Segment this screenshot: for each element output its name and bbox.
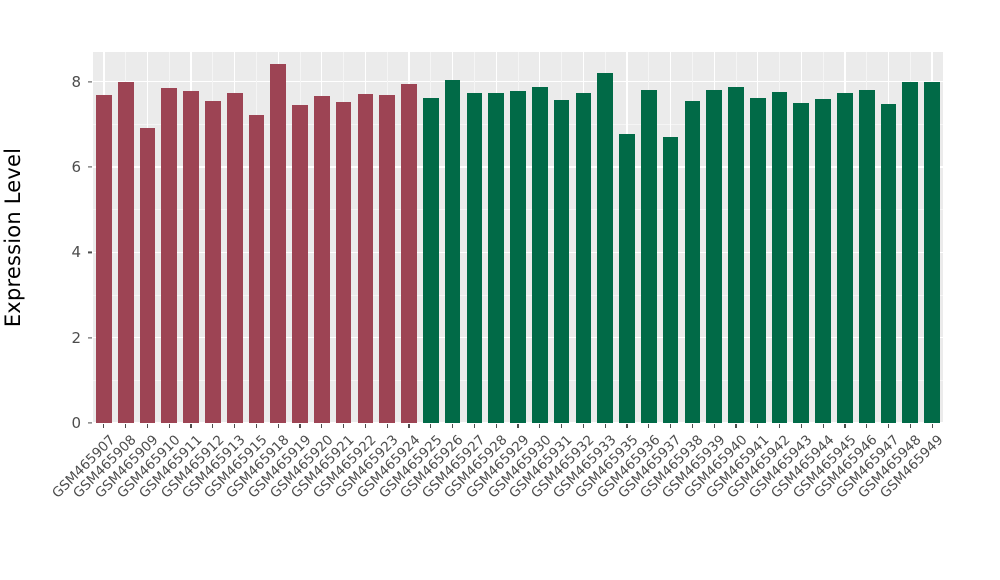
x-tick-mark	[452, 424, 454, 428]
bar	[793, 102, 810, 423]
x-tick-mark	[560, 424, 563, 428]
bar	[335, 102, 352, 423]
bar	[924, 81, 940, 423]
x-tick-mark	[343, 424, 345, 428]
x-tick-mark	[844, 424, 846, 428]
x-tick-mark	[103, 424, 105, 428]
x-tick-mark	[430, 424, 432, 428]
y-tick-label: 4	[71, 243, 81, 262]
bar	[815, 98, 831, 423]
y-tick-label: 0	[71, 414, 81, 432]
bar	[858, 89, 875, 423]
x-tick-mark	[735, 424, 737, 428]
bar	[183, 90, 199, 423]
y-tick-label: 2	[71, 328, 81, 347]
bar	[531, 86, 548, 423]
x-tick-mark	[234, 424, 236, 428]
x-tick-mark	[517, 424, 519, 428]
bar-series	[93, 52, 943, 423]
x-tick-mark	[691, 424, 693, 428]
x-tick-mark	[386, 424, 388, 428]
bar	[161, 88, 178, 423]
bar	[117, 82, 134, 423]
x-tick-mark	[364, 424, 367, 428]
x-tick-mark	[669, 424, 672, 428]
bar	[706, 90, 722, 423]
x-tick-mark	[321, 424, 323, 428]
y-tick-label: 8	[71, 72, 81, 91]
plot-panel	[93, 52, 943, 424]
bar	[96, 94, 112, 423]
x-tick-mark	[539, 424, 541, 428]
bar	[444, 79, 461, 423]
bar	[640, 89, 657, 423]
y-tick-label: 6	[71, 158, 81, 177]
bar	[422, 97, 439, 423]
bar	[575, 92, 592, 423]
bar	[597, 72, 614, 423]
x-tick-mark	[822, 424, 824, 428]
x-tick-mark	[212, 424, 214, 428]
x-tick-mark	[582, 424, 584, 428]
bar	[270, 63, 287, 423]
x-tick-mark	[626, 424, 628, 428]
bar	[488, 93, 505, 423]
bar	[379, 94, 396, 423]
bar	[662, 137, 679, 423]
y-tick-mark	[88, 251, 92, 254]
bar	[880, 103, 897, 423]
y-tick-mark	[88, 422, 92, 424]
x-tick-mark	[408, 424, 410, 428]
x-tick-mark	[648, 424, 650, 428]
bar	[771, 91, 788, 423]
bar	[902, 81, 919, 423]
bar	[553, 100, 570, 423]
x-tick-mark	[866, 424, 868, 428]
x-tick-mark	[909, 424, 911, 428]
bar	[314, 96, 330, 423]
x-tick-mark	[778, 424, 781, 428]
x-tick-mark	[125, 424, 127, 428]
x-tick-mark	[887, 424, 890, 428]
x-tick-mark	[168, 424, 170, 428]
x-tick-mark	[713, 424, 715, 428]
bar	[684, 101, 701, 423]
x-tick-mark	[495, 424, 497, 428]
bar	[357, 93, 374, 423]
bar	[401, 84, 417, 423]
bar	[749, 97, 766, 423]
y-tick-mark	[88, 337, 92, 339]
bar	[619, 133, 635, 423]
bar	[728, 87, 744, 423]
bar	[248, 115, 265, 423]
bar	[510, 90, 526, 423]
x-tick-mark	[800, 424, 802, 428]
x-tick-mark	[146, 424, 149, 428]
x-tick-mark	[299, 424, 301, 428]
bar	[226, 92, 243, 423]
y-axis-title: Expression Level	[1, 147, 25, 328]
bar	[292, 104, 308, 423]
bar	[837, 93, 853, 423]
y-tick-mark	[88, 166, 92, 168]
bar	[139, 127, 156, 423]
bar	[205, 100, 221, 423]
x-tick-mark	[473, 424, 475, 428]
y-tick-mark	[88, 81, 92, 83]
x-tick-mark	[604, 424, 606, 428]
x-tick-mark	[757, 424, 759, 428]
bar	[466, 93, 483, 423]
x-tick-mark	[277, 424, 279, 428]
x-tick-mark	[255, 424, 258, 428]
x-tick-mark	[190, 424, 192, 428]
x-tick-mark	[931, 424, 933, 428]
